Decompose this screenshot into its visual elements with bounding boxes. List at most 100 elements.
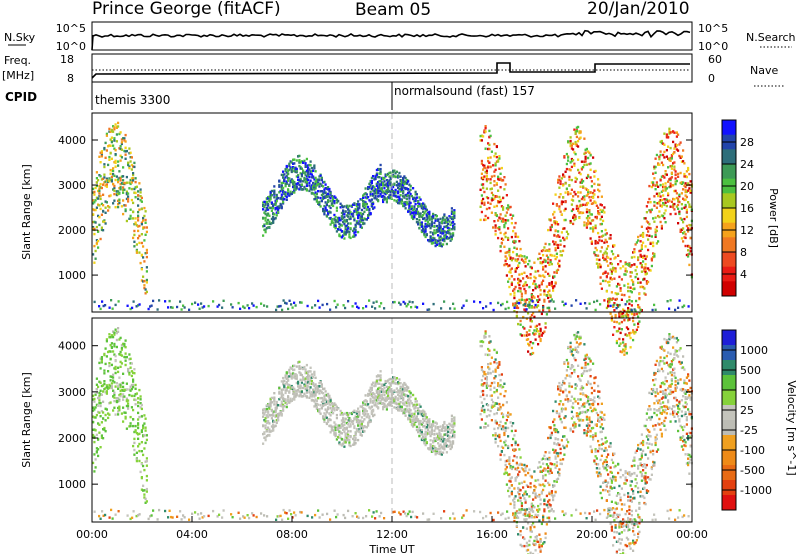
velocity-cell [396,377,398,379]
power-cell [653,221,655,223]
power-cell [661,205,663,207]
power-cell [137,194,139,196]
power-cell [625,268,627,270]
power-cell [657,195,659,197]
velocity-cell [317,404,319,406]
velocity-cell [117,331,119,333]
velocity-cell [106,392,108,394]
velocity-cell [382,408,384,410]
power-cell [550,229,552,231]
power-cell [650,211,652,213]
power-cell [393,183,395,185]
power-cell [348,233,350,235]
power-cell [239,308,241,310]
power-cell [528,260,530,262]
power-cell [583,164,585,166]
power-cell [413,208,415,210]
power-cell [663,217,665,219]
power-cell [646,255,648,257]
power-cell [652,173,654,175]
power-cell [372,175,374,177]
power-cell [555,229,557,231]
velocity-cell [330,414,332,416]
power-cell [662,154,664,156]
power-cell [685,199,687,201]
power-cell [278,180,280,182]
velocity-cell [146,490,148,492]
velocity-cell [137,427,139,429]
power-cell [353,219,355,221]
power-cell [571,179,573,181]
power-cell [605,229,607,231]
power-cell [218,304,220,306]
power-cell [667,192,669,194]
power-cell [618,345,620,347]
power-cell [685,237,687,239]
power-cell [141,242,143,244]
velocity-cell [95,406,97,408]
power-cell [647,238,649,240]
velocity-cell [146,500,148,502]
velocity-cell [110,350,112,352]
power-cell [200,302,202,304]
power-cell [416,193,418,195]
power-cell [428,308,430,310]
power-cell [660,179,662,181]
power-cell [553,300,555,302]
power-cell [497,237,499,239]
power-cell [663,156,665,158]
velocity-cell [141,408,143,410]
velocity-cell [131,406,133,408]
power-cell [316,199,318,201]
velocity-cell [380,377,382,379]
power-cell [341,230,343,232]
station-title: Prince George (fitACF) [92,0,281,19]
power-cell [553,255,555,257]
power-cell [595,202,597,204]
power-cell [543,293,545,295]
velocity-cell [393,389,395,391]
nsky-tick-top: 10^5 [56,22,86,35]
power-cell [480,206,482,208]
power-cell [653,205,655,207]
power-cell [643,287,645,289]
power-cell [598,190,600,192]
velocity-cell [273,421,275,423]
power-cell [122,166,124,168]
power-cell [511,217,513,219]
power-cell [686,196,688,198]
power-cell [650,243,652,245]
power-cell [521,334,523,336]
power-cell [347,227,349,229]
power-cell [502,208,504,210]
power-cell [520,320,522,322]
velocity-cell [338,434,340,436]
power-cell [663,176,665,178]
power-cell [547,229,549,231]
power-cell [567,233,569,235]
power-cell [620,290,622,292]
velocity-cell [330,407,332,409]
power-cell [122,192,124,194]
power-cell [286,302,288,304]
power-cell [651,265,653,267]
velocity-cell [332,412,334,414]
power-cell [628,299,630,301]
power-cell [112,202,114,204]
power-cell [681,237,683,239]
power-cell [383,307,385,309]
power-cell [115,149,117,151]
power-cell [688,187,690,189]
power-cell [268,200,270,202]
power-cell [118,202,120,204]
power-cell [491,192,493,194]
power-cell [285,185,287,187]
power-cell [102,210,104,212]
power-cell [517,258,519,260]
velocity-cell [370,420,372,422]
velocity-cell [96,414,98,416]
power-cell [485,305,487,307]
power-cell [406,198,408,200]
power-cell [620,267,622,269]
